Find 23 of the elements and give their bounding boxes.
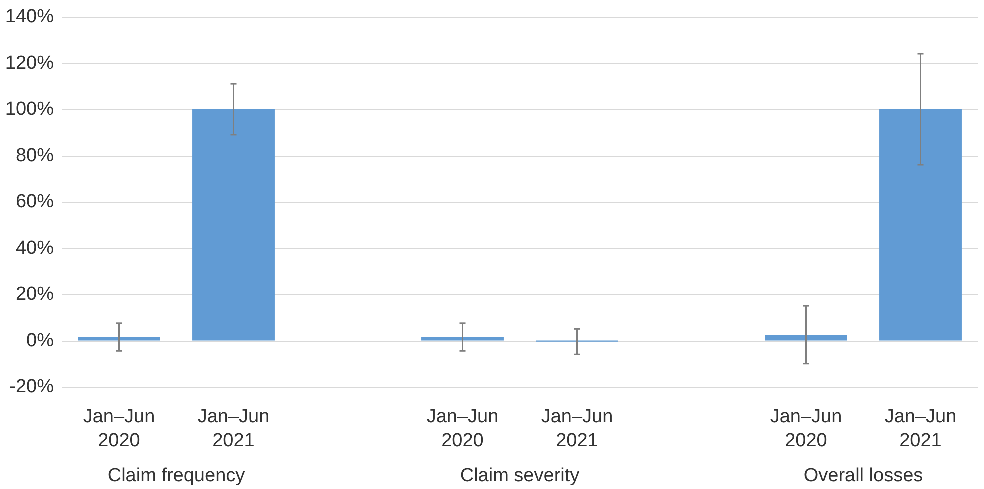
text: Claim frequency (108, 466, 246, 486)
text: Overall losses (804, 466, 924, 486)
bar (422, 337, 504, 341)
text: Claim severity (460, 466, 580, 486)
y-tick-label: 40% (16, 238, 54, 259)
y-tick-label: 60% (16, 192, 54, 212)
y-tick-label: 120% (5, 52, 54, 74)
y-tick-label: 0% (26, 330, 54, 352)
x-tick-label: Jan–Jun 2020 (770, 406, 842, 452)
bar (192, 110, 275, 341)
y-tick-label: 20% (16, 284, 54, 305)
bar (765, 334, 848, 341)
y-tick-label: 80% (16, 145, 54, 166)
bar (78, 337, 160, 341)
x-tick-label: Jan–Jun 2021 (541, 406, 614, 452)
bar (880, 110, 962, 341)
x-tick-label: Jan–Jun 2021 (198, 406, 270, 452)
y-tick-label: 140% (5, 6, 54, 28)
x-tick-label: Jan–Jun 2020 (426, 406, 499, 452)
y-tick-label: -20% (10, 376, 54, 398)
y-tick-label: 100% (5, 99, 54, 120)
x-tick-label: Jan–Jun 2021 (884, 406, 957, 452)
x-tick-label: Jan–Jun 2020 (83, 406, 156, 452)
